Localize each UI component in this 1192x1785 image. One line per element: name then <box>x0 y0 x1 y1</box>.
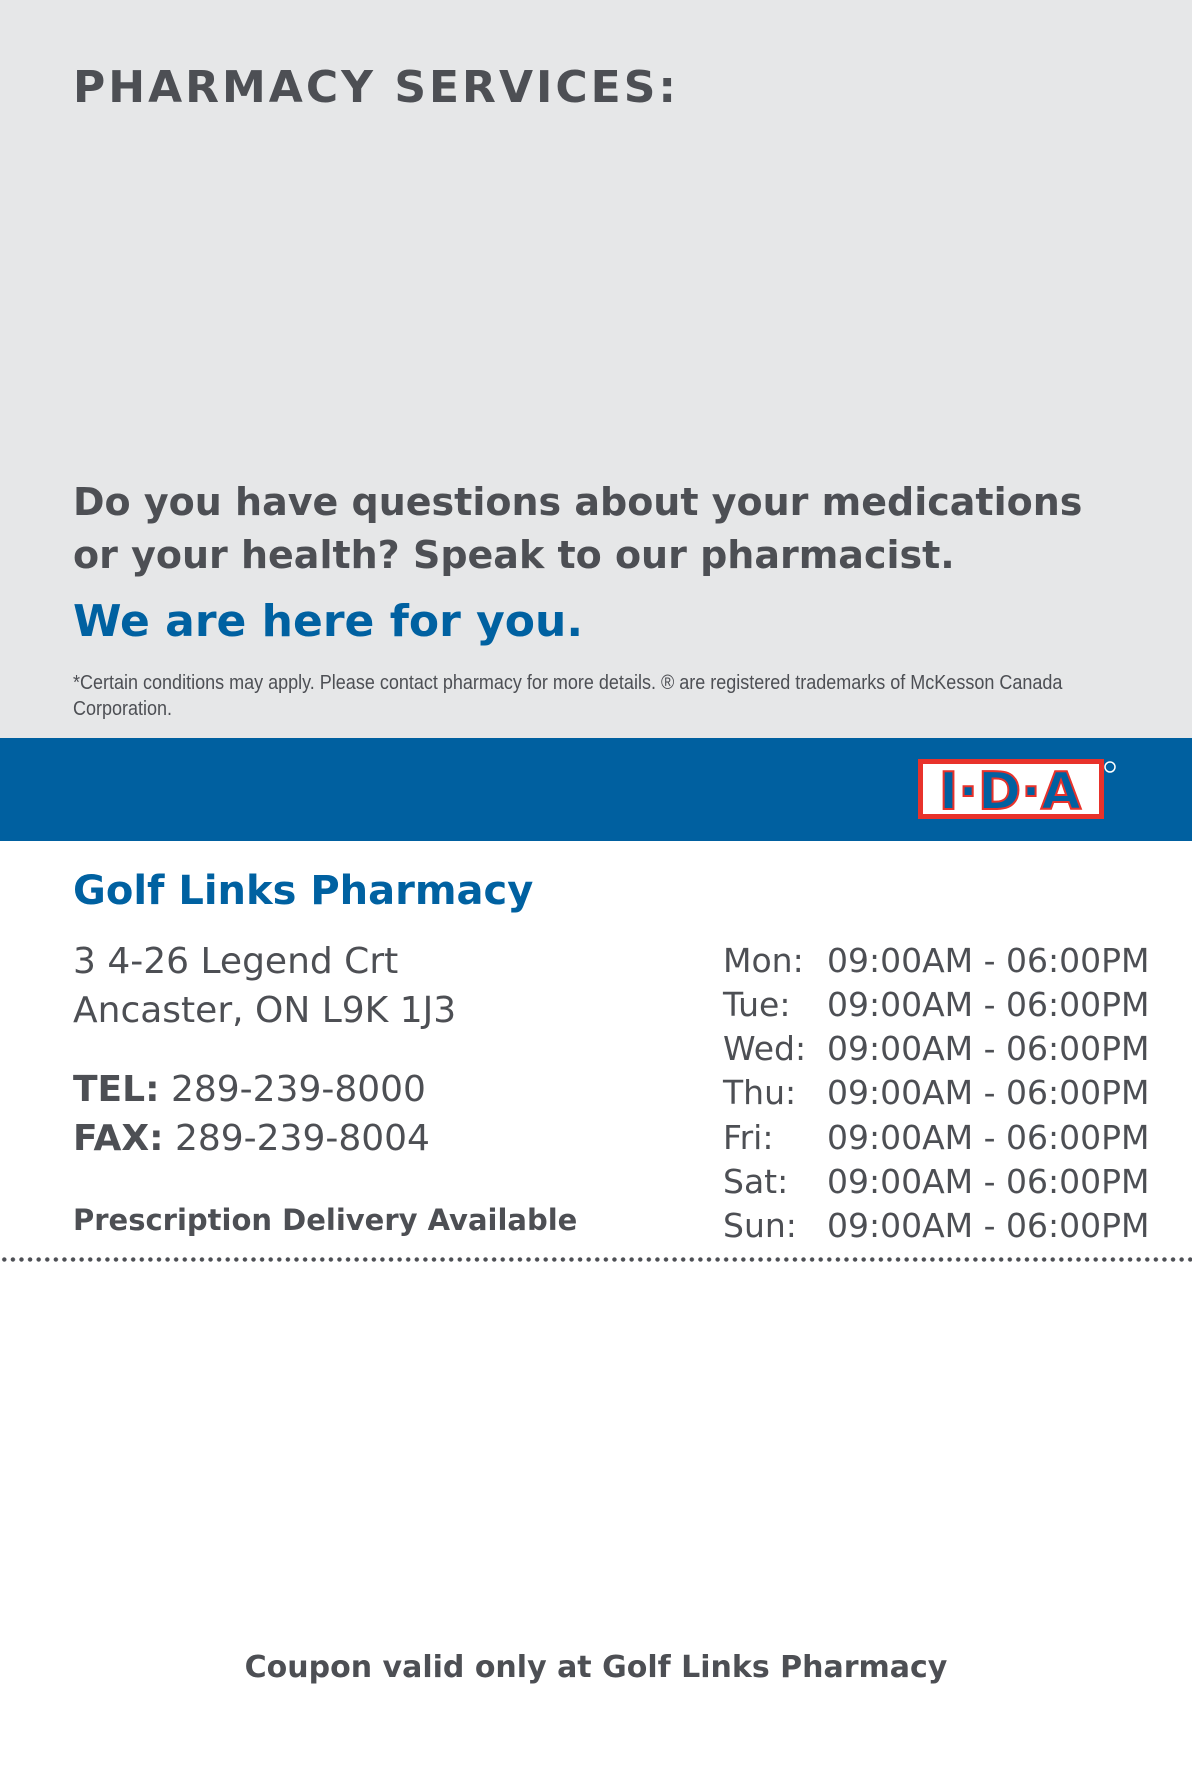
fax-number: 289-239-8004 <box>174 1118 430 1159</box>
hours-day: Fri: <box>723 1118 774 1157</box>
fax-label: FAX: <box>73 1118 164 1159</box>
question-line-1: Do you have questions about your medicat… <box>73 480 1083 524</box>
store-name: Golf Links Pharmacy <box>73 868 534 914</box>
coupon-cut-line <box>0 1257 1192 1262</box>
hours-time: 09:00AM - 06:00PM <box>827 1073 1150 1112</box>
hours-day: Sun: <box>723 1206 797 1245</box>
svg-text:I·D·A: I·D·A <box>939 762 1081 821</box>
page-title: PHARMACY SERVICES: <box>73 62 679 113</box>
tagline: We are here for you. <box>73 596 584 647</box>
hours-time: 09:00AM - 06:00PM <box>827 1162 1150 1201</box>
hours-day: Wed: <box>723 1029 807 1068</box>
telephone[interactable]: TEL: 289-239-8000 <box>73 1069 426 1110</box>
hours-day: Tue: <box>723 985 791 1024</box>
tel-label: TEL: <box>73 1069 160 1110</box>
fax: FAX: 289-239-8004 <box>73 1118 430 1159</box>
hours-time: 09:00AM - 06:00PM <box>827 1029 1150 1068</box>
coupon-note: Coupon valid only at Golf Links Pharmacy <box>244 1650 948 1685</box>
address-line-1: 3 4-26 Legend Crt <box>73 941 399 982</box>
hours-day: Sat: <box>723 1162 789 1201</box>
question-line-2: or your health? Speak to our pharmacist. <box>73 533 955 577</box>
disclaimer: *Certain conditions may apply. Please co… <box>73 672 1063 720</box>
delivery-note: Prescription Delivery Available <box>73 1203 578 1237</box>
tel-number: 289-239-8000 <box>170 1069 426 1110</box>
address-line-2: Ancaster, ON L9K 1J3 <box>73 990 457 1031</box>
hours-day: Thu: <box>723 1073 797 1112</box>
hours-time: 09:00AM - 06:00PM <box>827 1206 1150 1245</box>
hours-time: 09:00AM - 06:00PM <box>827 941 1150 980</box>
services-panel <box>0 0 1192 738</box>
hours-time: 09:00AM - 06:00PM <box>827 1118 1150 1157</box>
ida-logo: I·D·A <box>918 759 1116 821</box>
hours-day: Mon: <box>723 941 804 980</box>
hours-time: 09:00AM - 06:00PM <box>827 985 1150 1024</box>
